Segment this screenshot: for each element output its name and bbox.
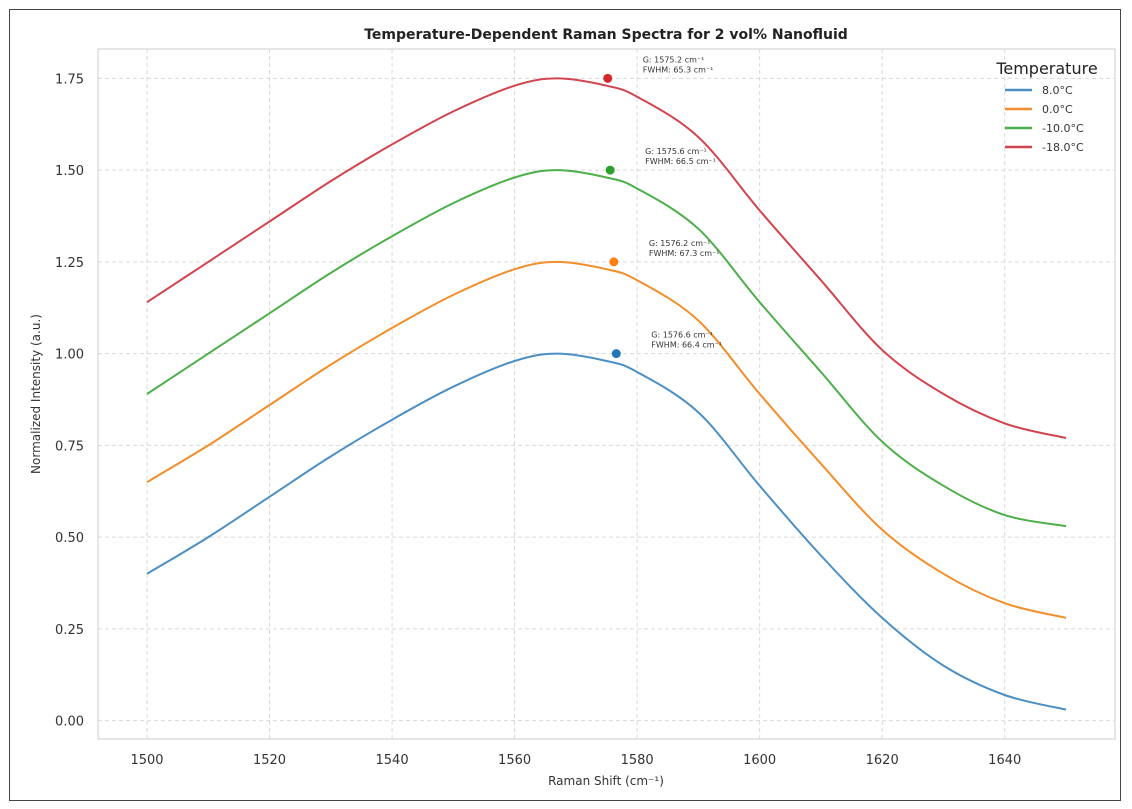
peak-markers	[603, 73, 621, 359]
x-tick-label: 1620	[866, 753, 899, 768]
series-line-2	[146, 169, 1067, 528]
x-tick-label: 1600	[743, 753, 776, 768]
legend-label-1: 0.0°C	[1042, 103, 1073, 116]
peak-annotation-1-0: G: 1576.2 cm⁻¹	[649, 239, 711, 248]
y-tick-label: 0.50	[55, 531, 84, 546]
x-tick-labels: 1500 1520 1540 1560 1580 1600 1620 1640	[130, 753, 1021, 768]
peak-marker-2	[605, 165, 615, 175]
x-tick-label: 1560	[498, 753, 531, 768]
x-tick-label: 1520	[253, 753, 286, 768]
x-tick-label: 1540	[376, 753, 409, 768]
peak-marker-0	[611, 349, 621, 359]
legend-title: Temperature	[995, 59, 1097, 78]
x-tick-label: 1500	[130, 753, 163, 768]
series-line-0	[146, 352, 1067, 711]
series-line-1	[146, 260, 1067, 619]
peak-marker-1	[609, 257, 619, 267]
y-tick-labels: 0.00 0.25 0.50 0.75 1.00 1.25 1.50 1.75	[55, 72, 84, 729]
peak-annotation-2-0: G: 1575.6 cm⁻¹	[645, 147, 707, 156]
legend-label-3: -18.0°C	[1042, 141, 1084, 154]
chart-title: Temperature-Dependent Raman Spectra for …	[364, 27, 848, 43]
y-tick-label: 1.00	[55, 348, 84, 363]
peak-annotation-0-0: G: 1576.6 cm⁻¹	[651, 331, 713, 340]
plot-area	[97, 48, 1116, 740]
peak-marker-3	[603, 73, 613, 83]
legend-label-2: -10.0°C	[1042, 122, 1084, 135]
y-tick-label: 0.75	[55, 439, 84, 454]
peak-annotation-1-1: FWHM: 67.3 cm⁻¹	[649, 249, 720, 258]
peak-annotation-3-0: G: 1575.2 cm⁻¹	[643, 55, 705, 64]
y-tick-label: 0.00	[55, 715, 84, 730]
peak-annotation-3-1: FWHM: 65.3 cm⁻¹	[643, 65, 714, 74]
grid	[98, 49, 1115, 739]
series-line-3	[146, 77, 1067, 439]
y-tick-label: 1.25	[55, 256, 84, 271]
x-axis-label: Raman Shift (cm⁻¹)	[548, 774, 664, 788]
y-tick-label: 0.25	[55, 623, 84, 638]
y-tick-label: 1.50	[55, 164, 84, 179]
y-axis-label: Normalized Intensity (a.u.)	[29, 314, 43, 474]
legend: Temperature 8.0°C 0.0°C -10.0°C -18.0°C	[995, 59, 1097, 154]
peak-annotation-0-1: FWHM: 66.4 cm⁻¹	[651, 341, 722, 350]
legend-label-0: 8.0°C	[1042, 84, 1073, 97]
x-tick-label: 1580	[621, 753, 654, 768]
series-lines	[146, 77, 1067, 711]
x-tick-label: 1640	[988, 753, 1021, 768]
y-tick-label: 1.75	[55, 72, 84, 87]
peak-annotation-2-1: FWHM: 66.5 cm⁻¹	[645, 157, 716, 166]
